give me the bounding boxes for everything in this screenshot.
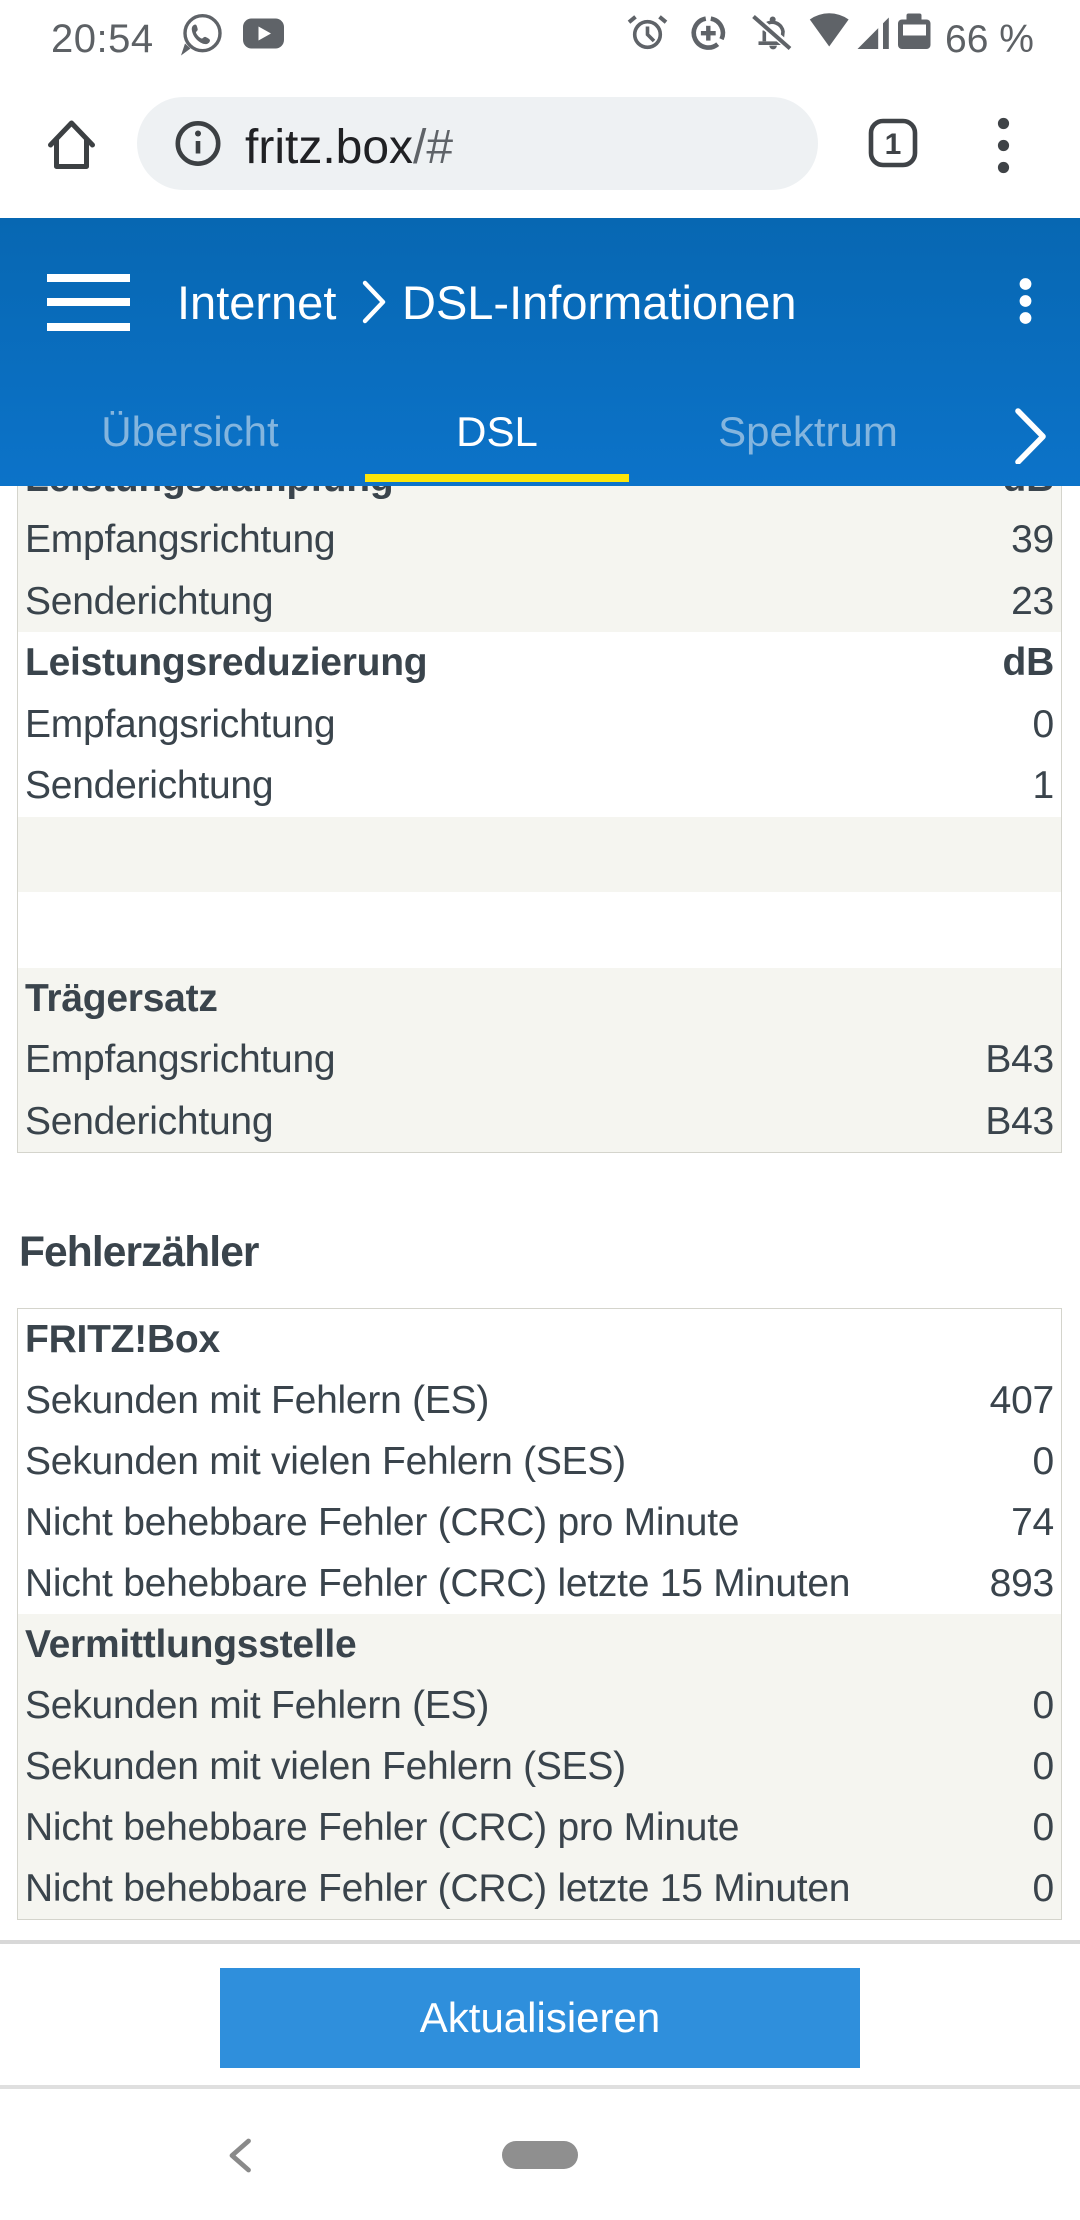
svg-text:1: 1 (885, 128, 902, 161)
